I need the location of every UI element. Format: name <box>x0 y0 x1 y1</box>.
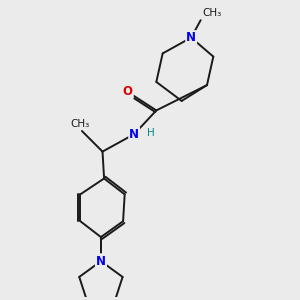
Text: N: N <box>129 128 139 141</box>
Text: CH₃: CH₃ <box>202 8 221 18</box>
Text: N: N <box>96 255 106 268</box>
Text: N: N <box>186 31 196 44</box>
Text: CH₃: CH₃ <box>71 119 90 129</box>
Text: H: H <box>148 128 155 138</box>
Text: O: O <box>123 85 133 98</box>
Text: N: N <box>96 254 106 267</box>
